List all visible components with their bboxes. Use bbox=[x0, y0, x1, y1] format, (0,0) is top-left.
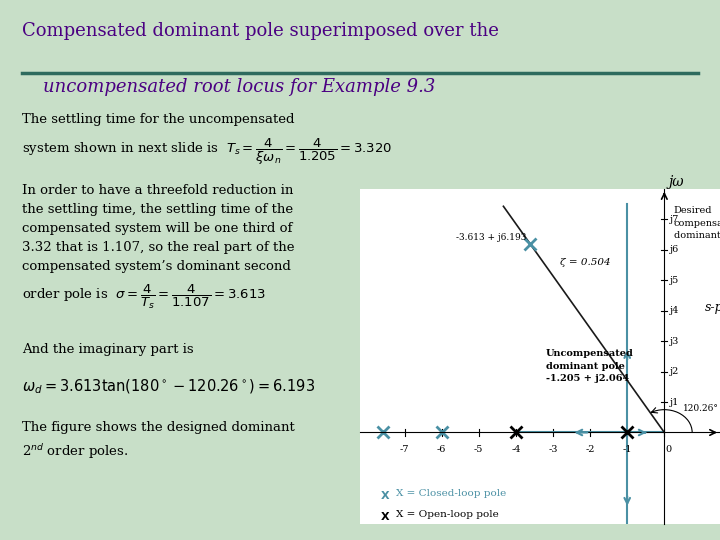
Text: j2: j2 bbox=[670, 367, 679, 376]
Text: Compensated dominant pole superimposed over the: Compensated dominant pole superimposed o… bbox=[22, 22, 498, 39]
Text: And the imaginary part is: And the imaginary part is bbox=[22, 343, 193, 356]
Text: The settling time for the uncompensated
system shown in next slide is  $T_s = \d: The settling time for the uncompensated … bbox=[22, 113, 392, 166]
Text: X: X bbox=[381, 491, 390, 501]
Text: Uncompensated: Uncompensated bbox=[546, 349, 634, 359]
Text: $\omega_d = 3.613\tan(180^\circ - 120.26^\circ) = 6.193$: $\omega_d = 3.613\tan(180^\circ - 120.26… bbox=[22, 378, 315, 396]
Text: dominant pole: dominant pole bbox=[546, 362, 624, 370]
Text: In order to have a threefold reduction in
the settling time, the settling time o: In order to have a threefold reduction i… bbox=[22, 184, 294, 311]
Text: dominant pole: dominant pole bbox=[674, 231, 720, 240]
Text: j3: j3 bbox=[670, 336, 679, 346]
Text: X: X bbox=[381, 512, 390, 522]
Text: j1: j1 bbox=[670, 397, 679, 407]
Text: compensated: compensated bbox=[674, 219, 720, 227]
Text: j4: j4 bbox=[670, 306, 679, 315]
Text: jω: jω bbox=[668, 175, 684, 189]
Text: ζ = 0.504: ζ = 0.504 bbox=[560, 258, 611, 267]
Text: X = Closed-loop pole: X = Closed-loop pole bbox=[396, 489, 506, 498]
Text: 120.26°: 120.26° bbox=[683, 404, 719, 413]
Text: -2: -2 bbox=[585, 444, 595, 454]
Text: -5: -5 bbox=[474, 444, 483, 454]
Text: -6: -6 bbox=[437, 444, 446, 454]
Text: -3: -3 bbox=[548, 444, 558, 454]
Text: j7: j7 bbox=[670, 215, 679, 224]
Text: s-plane: s-plane bbox=[705, 301, 720, 314]
Text: j5: j5 bbox=[670, 276, 679, 285]
Text: 0: 0 bbox=[665, 444, 671, 454]
Text: uncompensated root locus for Example 9.3: uncompensated root locus for Example 9.3 bbox=[43, 78, 436, 96]
Text: -7: -7 bbox=[400, 444, 409, 454]
Text: -1.205 + j2.064: -1.205 + j2.064 bbox=[546, 374, 629, 383]
Text: -1: -1 bbox=[623, 444, 632, 454]
Text: The figure shows the designed dominant
2$^{nd}$ order poles.: The figure shows the designed dominant 2… bbox=[22, 421, 294, 462]
Text: Desired: Desired bbox=[674, 206, 712, 215]
Text: X = Open-loop pole: X = Open-loop pole bbox=[396, 510, 499, 519]
Text: -4: -4 bbox=[511, 444, 521, 454]
Text: j6: j6 bbox=[670, 245, 679, 254]
Text: -3.613 + j6.193: -3.613 + j6.193 bbox=[456, 233, 526, 242]
